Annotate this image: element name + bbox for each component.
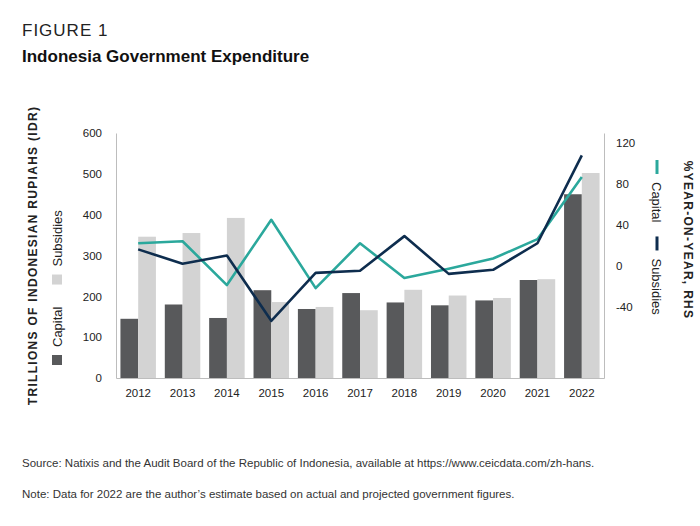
legend-swatch xyxy=(52,275,62,285)
bar xyxy=(564,194,582,378)
line-series xyxy=(138,155,582,320)
tick: 2018 xyxy=(392,378,418,399)
bar xyxy=(582,173,600,378)
bar xyxy=(537,279,555,378)
tick-label: 600 xyxy=(83,127,102,139)
legend-swatch xyxy=(656,160,659,174)
bar xyxy=(271,302,289,378)
tick: 600 xyxy=(83,127,116,139)
bar xyxy=(227,218,245,378)
tick-label: 0 xyxy=(616,260,622,272)
y-axis: 0 100 200 300 400 500 600 xyxy=(83,127,117,384)
tick: 2022 xyxy=(569,378,595,399)
tick-label: 2016 xyxy=(303,387,329,399)
axis-line xyxy=(604,134,605,379)
tick-label: 400 xyxy=(83,209,102,221)
figure-number: FIGURE 1 xyxy=(22,21,108,40)
legend-label: Capital xyxy=(50,306,65,347)
bar xyxy=(431,305,449,378)
tick-label: 40 xyxy=(616,219,629,231)
y2-axis: -40 0 40 80 120 xyxy=(604,134,635,379)
axis-line xyxy=(117,378,605,379)
tick-label: 100 xyxy=(83,331,102,343)
bar xyxy=(493,298,511,378)
legend-label: Capital xyxy=(649,182,664,223)
legend-label: Subsidies xyxy=(649,258,664,315)
tick-label: 2017 xyxy=(347,387,373,399)
tick: 2012 xyxy=(125,378,151,399)
bar xyxy=(165,305,183,379)
tick: -40 xyxy=(604,301,633,313)
tick: 300 xyxy=(83,250,116,262)
bar xyxy=(316,307,334,378)
tick-label: 2022 xyxy=(569,387,595,399)
tick-label: 80 xyxy=(616,178,629,190)
tick: 120 xyxy=(604,137,635,149)
legend-bars: Capital Subsidies xyxy=(50,210,65,365)
bar-series xyxy=(138,173,599,378)
tick-label: 2020 xyxy=(480,387,506,399)
tick: 2017 xyxy=(347,378,373,399)
source-note: Source: Natixis and the Audit Board of t… xyxy=(22,457,594,469)
legend-label: Subsidies xyxy=(50,210,65,267)
tick-label: 2014 xyxy=(214,387,240,399)
tick: 40 xyxy=(604,219,629,231)
tick: 500 xyxy=(83,168,116,180)
bar xyxy=(387,302,405,378)
tick: 400 xyxy=(83,209,116,221)
chart-title: Indonesia Government Expenditure xyxy=(22,47,309,66)
tick: 2014 xyxy=(214,378,240,399)
tick: 200 xyxy=(83,291,116,303)
chart-container: FIGURE 1 Indonesia Government Expenditure… xyxy=(0,0,700,526)
tick-label: 500 xyxy=(83,168,102,180)
tick: 80 xyxy=(604,178,629,190)
tick: 2016 xyxy=(303,378,329,399)
tick-label: -40 xyxy=(616,301,633,313)
y2-axis-title: %YEAR-ON-YEAR, RHS xyxy=(681,161,695,320)
bar xyxy=(475,300,493,378)
bar xyxy=(138,237,156,378)
legend-lines: Capital Subsidies xyxy=(649,160,664,315)
bar xyxy=(120,319,138,378)
tick-label: 2021 xyxy=(525,387,551,399)
tick-label: 2013 xyxy=(170,387,196,399)
bar xyxy=(520,280,538,378)
tick-label: 2019 xyxy=(436,387,462,399)
bar xyxy=(298,309,316,378)
bar xyxy=(449,296,467,378)
tick-label: 120 xyxy=(616,137,635,149)
chart-svg: FIGURE 1 Indonesia Government Expenditure… xyxy=(0,0,700,526)
bar xyxy=(254,290,272,378)
tick-label: 200 xyxy=(83,291,102,303)
bar xyxy=(360,310,378,378)
legend-swatch xyxy=(656,236,659,250)
bar xyxy=(209,318,227,378)
tick: 0 xyxy=(96,372,116,384)
bar-series xyxy=(120,194,581,378)
legend-swatch xyxy=(52,355,62,365)
x-axis: 2012 2013 2014 2015 2016 2017 2018 2019 2020 2021… xyxy=(117,378,605,399)
tick: 2020 xyxy=(480,378,506,399)
tick-label: 2012 xyxy=(125,387,151,399)
tick: 2015 xyxy=(258,378,284,399)
tick: 2013 xyxy=(170,378,196,399)
tick: 100 xyxy=(83,331,116,343)
tick: 2021 xyxy=(525,378,551,399)
tick-label: 0 xyxy=(96,372,102,384)
footnote: Note: Data for 2022 are the author’s est… xyxy=(22,488,514,500)
tick-label: 300 xyxy=(83,250,102,262)
bar xyxy=(404,290,422,378)
bar xyxy=(342,293,360,378)
tick: 2019 xyxy=(436,378,462,399)
tick-label: 2015 xyxy=(258,387,284,399)
tick: 0 xyxy=(604,260,622,272)
axis-line xyxy=(116,134,117,379)
y-axis-title: TRILLIONS OF INDONESIAN RUPIAHS (IDR) xyxy=(26,106,40,405)
plot-area xyxy=(120,155,599,378)
tick-label: 2018 xyxy=(392,387,418,399)
